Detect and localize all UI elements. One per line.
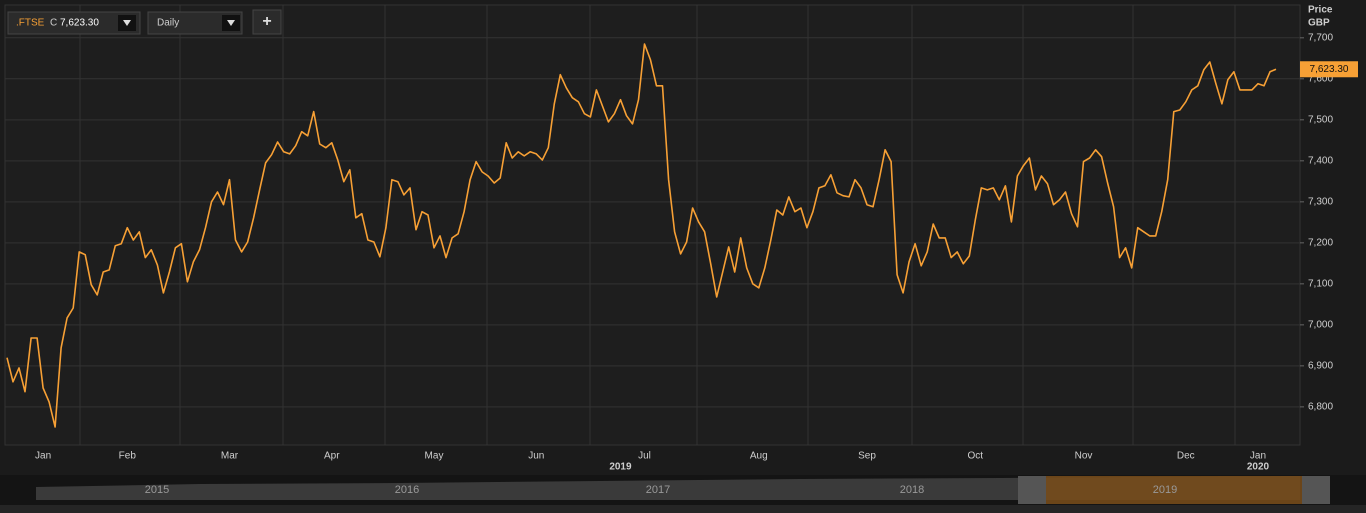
y-axis-label: Price [1308, 5, 1333, 16]
x-tick-label: Nov [1075, 451, 1093, 462]
x-tick-label: Mar [221, 451, 239, 462]
y-tick-label: 7,500 [1308, 114, 1333, 125]
y-tick-label: 7,200 [1308, 237, 1333, 248]
navigator-label: 2019 [1153, 484, 1177, 496]
navigator-label: 2017 [646, 484, 670, 496]
bottom-bar [0, 505, 1366, 513]
year-label: 2020 [1247, 462, 1270, 473]
x-tick-label: Jan [1250, 451, 1266, 462]
x-tick-label: Oct [968, 451, 984, 462]
x-tick-label: May [425, 451, 444, 462]
last-price-tag [1300, 61, 1358, 78]
y-tick-label: 6,800 [1308, 402, 1333, 413]
navigator-handle[interactable] [1302, 476, 1330, 504]
y-axis-label: GBP [1308, 18, 1330, 29]
year-label: 2019 [609, 462, 632, 473]
price-line [6, 43, 1277, 428]
last-price-label: 7,623.30 [1310, 64, 1349, 75]
x-tick-label: Aug [750, 451, 768, 462]
x-tick-label: Jul [638, 451, 651, 462]
y-tick-label: 6,900 [1308, 360, 1333, 371]
close-value: 7,623.30 [60, 18, 99, 29]
dropdown-arrow [123, 20, 131, 26]
symbol-box[interactable] [7, 11, 141, 35]
navigator-window[interactable] [1018, 476, 1330, 504]
navigator-area [36, 476, 1300, 500]
add-button[interactable] [252, 9, 282, 35]
y-tick-label: 7,300 [1308, 196, 1333, 207]
dropdown-arrow [227, 20, 235, 26]
x-tick-label: Dec [1177, 451, 1195, 462]
x-tick-label: Jan [35, 451, 51, 462]
x-tick-label: Feb [119, 451, 137, 462]
symbol: .FTSE [16, 18, 45, 29]
y-tick-label: 7,600 [1308, 73, 1333, 84]
x-tick-label: Sep [858, 451, 876, 462]
x-tick-label: Jun [528, 451, 544, 462]
y-tick-label: 7,700 [1308, 32, 1333, 43]
y-tick-label: 7,100 [1308, 278, 1333, 289]
interval: Daily [157, 18, 179, 29]
y-tick-label: 7,000 [1308, 319, 1333, 330]
navigator-handle[interactable] [1018, 476, 1046, 504]
navigator-label: 2016 [395, 484, 419, 496]
interval-box[interactable] [147, 11, 243, 35]
x-tick-label: Apr [324, 451, 340, 462]
navigator-label: 2018 [900, 484, 924, 496]
add-label: + [262, 13, 271, 30]
navigator-label: 2015 [145, 484, 169, 496]
y-tick-label: 7,400 [1308, 155, 1333, 166]
close-prefix: C [50, 18, 57, 29]
